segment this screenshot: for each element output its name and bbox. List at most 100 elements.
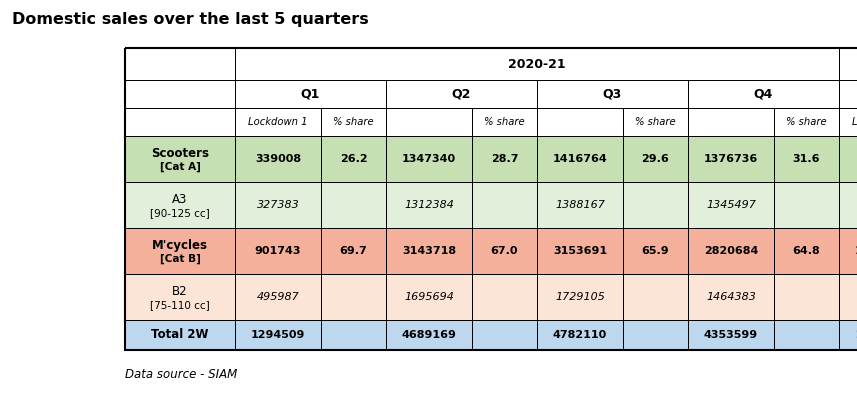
Bar [537,80,688,108]
Text: 3143718: 3143718 [402,246,456,256]
Text: Q1: Q1 [301,88,321,101]
Bar [386,136,472,182]
Bar [688,228,774,274]
Text: 1312384: 1312384 [404,200,454,210]
Bar [125,108,235,136]
Bar [774,108,839,136]
Bar [386,274,472,320]
Text: 1294509: 1294509 [251,330,305,340]
Bar [774,182,839,228]
Text: Data source - SIAM: Data source - SIAM [125,368,237,381]
Bar [472,228,537,274]
Bar [321,108,386,136]
Text: 29.6: 29.6 [642,154,669,164]
Text: 28.7: 28.7 [491,154,518,164]
Text: 1345497: 1345497 [706,200,756,210]
Bar [125,182,235,228]
Bar [688,320,774,350]
Text: [75-110 cc]: [75-110 cc] [150,300,210,310]
Text: % share: % share [786,117,827,127]
Text: 2020-21: 2020-21 [508,58,566,70]
Bar [688,80,839,108]
Bar [623,274,688,320]
Bar [472,136,537,182]
Bar [688,136,774,182]
Bar [537,320,623,350]
Bar [235,182,321,228]
Bar [537,182,623,228]
Bar [839,182,857,228]
Text: 1695694: 1695694 [404,292,454,302]
Text: 495987: 495987 [256,292,299,302]
Bar [623,320,688,350]
Text: % share: % share [484,117,524,127]
Bar [125,136,235,182]
Bar [839,80,857,108]
Bar [235,48,839,80]
Text: 1729105: 1729105 [555,292,605,302]
Text: 4689169: 4689169 [402,330,457,340]
Bar [386,108,472,136]
Text: 1347340: 1347340 [402,154,456,164]
Bar [839,108,857,136]
Text: Q2: Q2 [452,88,471,101]
Text: 31.6: 31.6 [793,154,820,164]
Bar [235,108,321,136]
Bar [386,182,472,228]
Text: Scooters: Scooters [151,147,209,160]
Text: 1376736: 1376736 [704,154,758,164]
Bar [839,228,857,274]
Text: B2: B2 [172,285,188,298]
Text: 1416764: 1416764 [553,154,608,164]
Bar [125,48,857,350]
Bar [125,274,235,320]
Bar [235,136,321,182]
Text: 65.9: 65.9 [642,246,669,256]
Bar [472,320,537,350]
Text: Q3: Q3 [602,88,622,101]
Bar [537,228,623,274]
Bar [125,320,235,350]
Bar [235,228,321,274]
Bar [235,80,386,108]
Bar [688,182,774,228]
Text: 1464383: 1464383 [706,292,756,302]
Bar [839,320,857,350]
Text: 901743: 901743 [255,246,302,256]
Bar [235,274,321,320]
Bar [839,48,857,80]
Bar [623,228,688,274]
Text: M'cycles: M'cycles [152,239,208,252]
Bar [386,80,537,108]
Bar [839,136,857,182]
Bar [321,182,386,228]
Bar [623,136,688,182]
Bar [774,320,839,350]
Text: Q4: Q4 [754,88,773,101]
Text: Lockdown 2: Lockdown 2 [852,117,857,127]
Text: 327383: 327383 [256,200,299,210]
Text: [Cat B]: [Cat B] [159,254,201,264]
Text: % share: % share [333,117,374,127]
Bar [472,182,537,228]
Bar [472,274,537,320]
Bar [125,48,235,80]
Text: [Cat A]: [Cat A] [159,162,201,173]
Bar [386,228,472,274]
Text: 1740198: 1740198 [854,246,857,256]
Bar [235,320,321,350]
Bar [774,228,839,274]
Bar [321,274,386,320]
Bar [774,136,839,182]
Bar [321,136,386,182]
Bar [623,108,688,136]
Bar [688,108,774,136]
Text: 69.7: 69.7 [339,246,368,256]
Bar [537,108,623,136]
Bar [774,274,839,320]
Text: 4782110: 4782110 [553,330,607,340]
Text: 4353599: 4353599 [704,330,758,340]
Bar [472,108,537,136]
Bar [537,136,623,182]
Text: Domestic sales over the last 5 quarters: Domestic sales over the last 5 quarters [12,12,369,27]
